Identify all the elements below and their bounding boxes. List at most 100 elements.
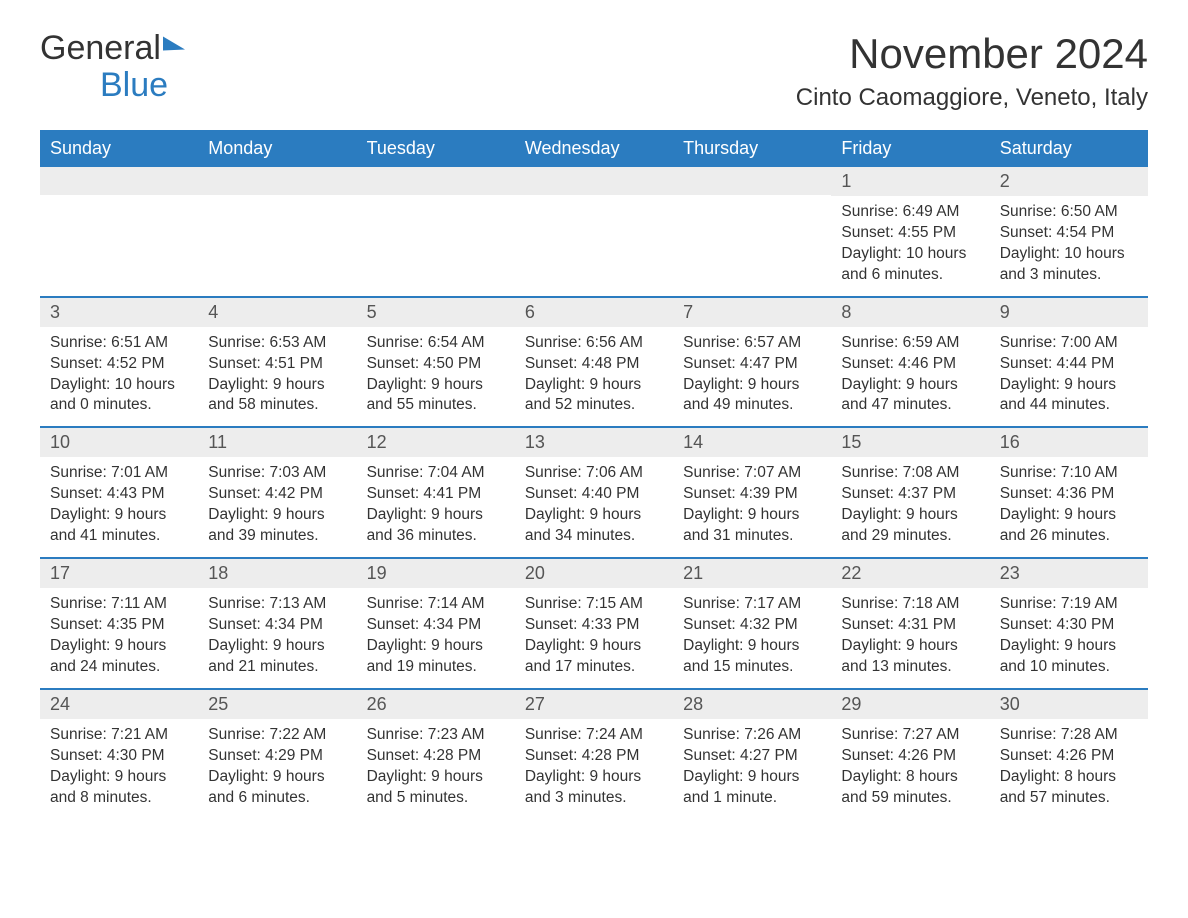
empty-daynum (357, 167, 515, 195)
logo-part-blue: Blue (40, 66, 168, 104)
day-daylight: Daylight: 9 hours and 44 minutes. (1000, 375, 1138, 417)
day-number: 20 (515, 559, 673, 588)
day-data: Sunrise: 7:14 AMSunset: 4:34 PMDaylight:… (357, 588, 515, 688)
calendar-week-row: 10Sunrise: 7:01 AMSunset: 4:43 PMDayligh… (40, 427, 1148, 558)
day-number: 9 (990, 298, 1148, 327)
day-number: 11 (198, 428, 356, 457)
day-number: 17 (40, 559, 198, 588)
day-daylight: Daylight: 9 hours and 31 minutes. (683, 505, 821, 547)
calendar-day-cell: 17Sunrise: 7:11 AMSunset: 4:35 PMDayligh… (40, 558, 198, 689)
day-data: Sunrise: 6:56 AMSunset: 4:48 PMDaylight:… (515, 327, 673, 427)
day-sunrise: Sunrise: 7:28 AM (1000, 725, 1138, 746)
day-daylight: Daylight: 8 hours and 59 minutes. (841, 767, 979, 809)
day-sunrise: Sunrise: 7:08 AM (841, 463, 979, 484)
day-sunset: Sunset: 4:51 PM (208, 354, 346, 375)
weekday-header: Sunday (40, 130, 198, 167)
day-daylight: Daylight: 9 hours and 34 minutes. (525, 505, 663, 547)
day-number: 25 (198, 690, 356, 719)
day-sunset: Sunset: 4:40 PM (525, 484, 663, 505)
logo: General Blue (40, 30, 185, 105)
day-sunrise: Sunrise: 7:04 AM (367, 463, 505, 484)
day-data: Sunrise: 7:27 AMSunset: 4:26 PMDaylight:… (831, 719, 989, 819)
day-number: 3 (40, 298, 198, 327)
day-data: Sunrise: 7:17 AMSunset: 4:32 PMDaylight:… (673, 588, 831, 688)
day-number: 5 (357, 298, 515, 327)
day-data: Sunrise: 6:59 AMSunset: 4:46 PMDaylight:… (831, 327, 989, 427)
calendar-day-cell: 19Sunrise: 7:14 AMSunset: 4:34 PMDayligh… (357, 558, 515, 689)
day-number: 28 (673, 690, 831, 719)
day-sunrise: Sunrise: 7:14 AM (367, 594, 505, 615)
day-sunrise: Sunrise: 7:07 AM (683, 463, 821, 484)
day-daylight: Daylight: 9 hours and 41 minutes. (50, 505, 188, 547)
calendar-day-cell: 1Sunrise: 6:49 AMSunset: 4:55 PMDaylight… (831, 167, 989, 297)
logo-part-general: General (40, 29, 161, 67)
day-data: Sunrise: 6:54 AMSunset: 4:50 PMDaylight:… (357, 327, 515, 427)
day-data: Sunrise: 7:01 AMSunset: 4:43 PMDaylight:… (40, 457, 198, 557)
day-daylight: Daylight: 10 hours and 0 minutes. (50, 375, 188, 417)
day-sunrise: Sunrise: 7:00 AM (1000, 333, 1138, 354)
day-sunset: Sunset: 4:37 PM (841, 484, 979, 505)
empty-daynum (198, 167, 356, 195)
day-daylight: Daylight: 9 hours and 52 minutes. (525, 375, 663, 417)
day-data: Sunrise: 7:03 AMSunset: 4:42 PMDaylight:… (198, 457, 356, 557)
calendar-week-row: 24Sunrise: 7:21 AMSunset: 4:30 PMDayligh… (40, 689, 1148, 819)
day-number: 24 (40, 690, 198, 719)
day-sunrise: Sunrise: 7:17 AM (683, 594, 821, 615)
day-data: Sunrise: 6:51 AMSunset: 4:52 PMDaylight:… (40, 327, 198, 427)
calendar-day-cell: 21Sunrise: 7:17 AMSunset: 4:32 PMDayligh… (673, 558, 831, 689)
day-sunset: Sunset: 4:29 PM (208, 746, 346, 767)
day-sunrise: Sunrise: 6:51 AM (50, 333, 188, 354)
weekday-header-row: SundayMondayTuesdayWednesdayThursdayFrid… (40, 130, 1148, 167)
day-number: 21 (673, 559, 831, 588)
empty-daynum (40, 167, 198, 195)
day-sunset: Sunset: 4:34 PM (208, 615, 346, 636)
day-data: Sunrise: 7:21 AMSunset: 4:30 PMDaylight:… (40, 719, 198, 819)
day-number: 10 (40, 428, 198, 457)
day-daylight: Daylight: 9 hours and 15 minutes. (683, 636, 821, 678)
calendar-day-cell: 5Sunrise: 6:54 AMSunset: 4:50 PMDaylight… (357, 297, 515, 428)
day-sunset: Sunset: 4:26 PM (1000, 746, 1138, 767)
day-sunset: Sunset: 4:26 PM (841, 746, 979, 767)
calendar-day-cell: 14Sunrise: 7:07 AMSunset: 4:39 PMDayligh… (673, 427, 831, 558)
calendar-day-cell: 28Sunrise: 7:26 AMSunset: 4:27 PMDayligh… (673, 689, 831, 819)
day-daylight: Daylight: 9 hours and 17 minutes. (525, 636, 663, 678)
calendar-day-cell: 18Sunrise: 7:13 AMSunset: 4:34 PMDayligh… (198, 558, 356, 689)
day-sunrise: Sunrise: 7:19 AM (1000, 594, 1138, 615)
calendar-day-cell: 8Sunrise: 6:59 AMSunset: 4:46 PMDaylight… (831, 297, 989, 428)
calendar-day-cell: 6Sunrise: 6:56 AMSunset: 4:48 PMDaylight… (515, 297, 673, 428)
day-data: Sunrise: 7:00 AMSunset: 4:44 PMDaylight:… (990, 327, 1148, 427)
day-number: 26 (357, 690, 515, 719)
day-sunset: Sunset: 4:41 PM (367, 484, 505, 505)
day-number: 23 (990, 559, 1148, 588)
calendar-day-cell: 30 Sunrise: 7:28 AMSunset: 4:26 PMDayligh… (990, 689, 1148, 819)
day-sunset: Sunset: 4:48 PM (525, 354, 663, 375)
day-sunset: Sunset: 4:54 PM (1000, 223, 1138, 244)
day-daylight: Daylight: 9 hours and 8 minutes. (50, 767, 188, 809)
calendar-day-cell: 26Sunrise: 7:23 AMSunset: 4:28 PMDayligh… (357, 689, 515, 819)
day-sunrise: Sunrise: 7:18 AM (841, 594, 979, 615)
day-daylight: Daylight: 9 hours and 6 minutes. (208, 767, 346, 809)
calendar-day-cell: 10Sunrise: 7:01 AMSunset: 4:43 PMDayligh… (40, 427, 198, 558)
day-sunset: Sunset: 4:32 PM (683, 615, 821, 636)
day-number: 30 (990, 690, 1148, 719)
day-sunrise: Sunrise: 6:59 AM (841, 333, 979, 354)
weekday-header: Tuesday (357, 130, 515, 167)
calendar-day-cell (198, 167, 356, 297)
day-daylight: Daylight: 9 hours and 3 minutes. (525, 767, 663, 809)
day-data: Sunrise: 7:18 AMSunset: 4:31 PMDaylight:… (831, 588, 989, 688)
day-sunset: Sunset: 4:52 PM (50, 354, 188, 375)
day-number: 27 (515, 690, 673, 719)
day-number: 6 (515, 298, 673, 327)
day-data: Sunrise: 7:11 AMSunset: 4:35 PMDaylight:… (40, 588, 198, 688)
day-sunset: Sunset: 4:39 PM (683, 484, 821, 505)
day-daylight: Daylight: 9 hours and 21 minutes. (208, 636, 346, 678)
day-sunset: Sunset: 4:35 PM (50, 615, 188, 636)
day-daylight: Daylight: 8 hours and 57 minutes. (1000, 767, 1138, 809)
day-daylight: Daylight: 9 hours and 10 minutes. (1000, 636, 1138, 678)
day-sunset: Sunset: 4:30 PM (50, 746, 188, 767)
title-block: November 2024 Cinto Caomaggiore, Veneto,… (796, 30, 1148, 112)
day-sunrise: Sunrise: 6:56 AM (525, 333, 663, 354)
day-daylight: Daylight: 9 hours and 29 minutes. (841, 505, 979, 547)
day-daylight: Daylight: 9 hours and 55 minutes. (367, 375, 505, 417)
calendar-day-cell: 15Sunrise: 7:08 AMSunset: 4:37 PMDayligh… (831, 427, 989, 558)
